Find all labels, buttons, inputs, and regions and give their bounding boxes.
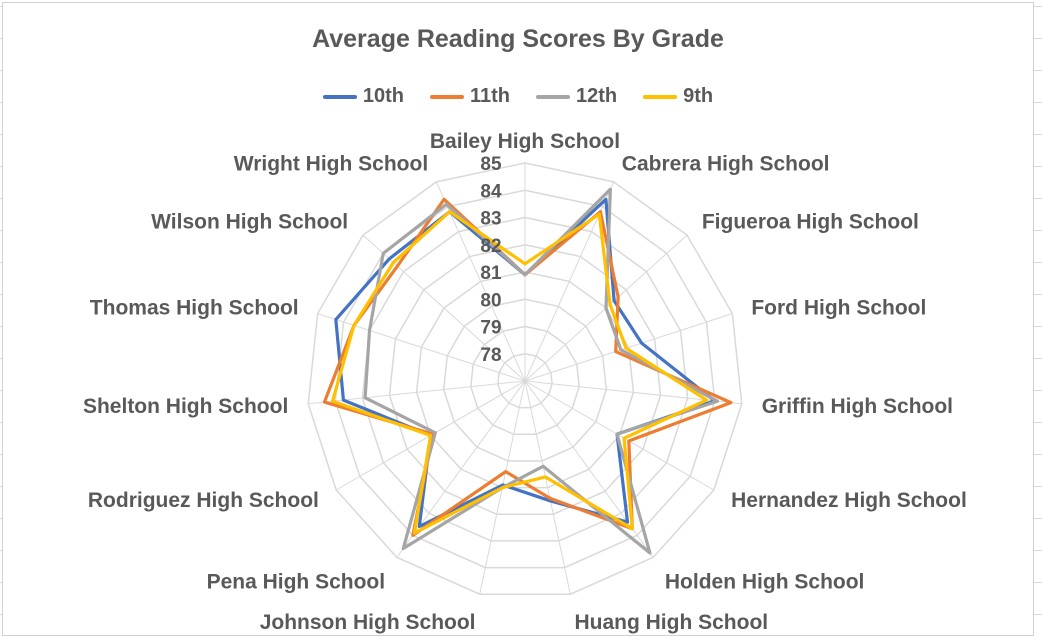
- category-label: Griffin High School: [762, 395, 953, 418]
- legend-label-10th: 10th: [362, 85, 404, 107]
- grid-ring: [497, 352, 553, 409]
- chart-legend[interactable]: 10th 11th 12th 9th: [3, 85, 1033, 108]
- category-label: Ford High School: [751, 296, 926, 319]
- grid-ring: [307, 162, 743, 595]
- category-label: Huang High School: [574, 611, 768, 634]
- grid-ring: [361, 216, 689, 542]
- chart-title: Average Reading Scores By Grade: [312, 25, 724, 53]
- legend-swatch-12th: [536, 94, 571, 99]
- category-label: Shelton High School: [83, 395, 288, 418]
- legend-label-11th: 11th: [469, 85, 511, 107]
- radar-series[interactable]: [322, 187, 733, 555]
- legend-item-10th[interactable]: 10th: [322, 85, 404, 108]
- category-label: Cabrera High School: [622, 153, 830, 176]
- radial-tick-label: 82: [480, 236, 501, 257]
- radial-tick-label: 84: [480, 181, 502, 202]
- grid-spoke: [524, 380, 715, 491]
- grid-spoke: [524, 313, 733, 382]
- radial-tick-label: 79: [480, 318, 501, 339]
- legend-item-9th[interactable]: 9th: [643, 85, 713, 108]
- chart-area[interactable]: Average Reading Scores By Grade 10th 11t…: [2, 2, 1034, 636]
- category-label: Holden High School: [665, 571, 865, 594]
- legend-label-9th: 9th: [683, 85, 714, 107]
- radial-axis-ticks: 78 79 80 81 82 83 84 85: [480, 154, 502, 366]
- category-label: Wilson High School: [151, 211, 348, 234]
- grid-ring: [388, 243, 662, 516]
- radial-tick-label: 85: [480, 154, 502, 175]
- grid-spoke: [317, 313, 526, 382]
- radial-tick-label: 78: [480, 345, 501, 366]
- category-label: Thomas High School: [90, 296, 299, 319]
- category-label: Bailey High School: [430, 130, 620, 153]
- legend-item-12th[interactable]: 12th: [536, 85, 617, 108]
- grid-spoke: [396, 380, 526, 558]
- legend-swatch-9th: [643, 94, 678, 99]
- legend-swatch-10th: [322, 94, 357, 99]
- category-label: Wright High School: [234, 153, 428, 176]
- grid-ring: [442, 298, 608, 462]
- category-label: Pena High School: [207, 571, 386, 594]
- legend-item-11th[interactable]: 11th: [429, 85, 511, 108]
- category-label: Johnson High School: [260, 611, 476, 634]
- series-line-10th[interactable]: [334, 197, 717, 529]
- series-line-9th[interactable]: [330, 210, 709, 535]
- grid-ring: [470, 325, 580, 436]
- radial-tick-label: 81: [480, 263, 502, 284]
- radar-plot[interactable]: 78 79 80 81 82 83 84 85 Bailey High SchoolCabre…: [3, 3, 1033, 635]
- category-label: Figueroa High School: [702, 211, 919, 234]
- category-label: Hernandez High School: [731, 489, 967, 512]
- radial-tick-label: 83: [480, 209, 501, 230]
- grid-spoke: [524, 380, 571, 595]
- legend-label-12th: 12th: [576, 85, 618, 107]
- category-label: Rodriguez High School: [88, 489, 319, 512]
- legend-swatch-11th: [429, 94, 464, 99]
- radial-tick-label: 80: [480, 290, 501, 311]
